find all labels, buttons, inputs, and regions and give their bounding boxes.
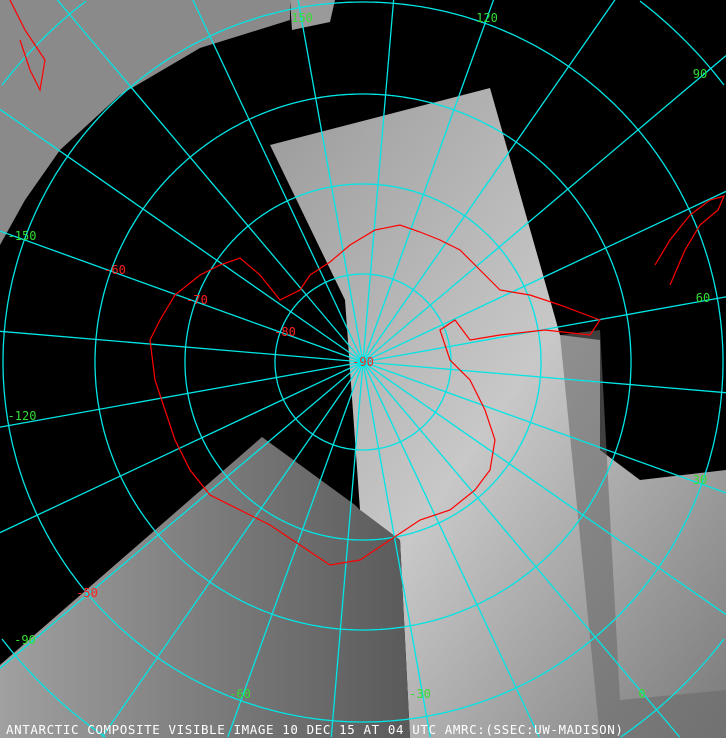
latitude-label: -50 xyxy=(76,586,98,600)
meridian-line xyxy=(362,361,681,738)
longitude-label: -150 xyxy=(8,229,37,243)
meridian-line xyxy=(0,330,364,363)
meridian-line xyxy=(101,361,364,738)
meridian-line xyxy=(362,0,616,363)
imagery-strip-right xyxy=(560,330,726,738)
antarctica-coastline xyxy=(149,224,601,566)
longitude-label: -60 xyxy=(229,687,251,701)
latitude-circle xyxy=(184,183,542,541)
meridian-line xyxy=(0,230,364,363)
latitude-circle xyxy=(274,273,452,451)
longitude-label: -30 xyxy=(409,687,431,701)
latitude-circle xyxy=(94,93,632,631)
latitude-circle xyxy=(2,1,724,723)
meridian-line xyxy=(362,361,726,616)
meridian-line xyxy=(362,361,726,394)
meridian-line xyxy=(362,296,726,363)
meridian-line xyxy=(330,361,364,738)
longitude-label: 30 xyxy=(693,473,707,487)
latitude-label: -80 xyxy=(274,325,296,339)
imagery-swath-bottom xyxy=(0,437,410,738)
meridian-line xyxy=(362,361,431,738)
meridian-line xyxy=(362,361,540,738)
longitude-label: -120 xyxy=(8,409,37,423)
longitude-label: 150 xyxy=(291,11,313,25)
meridian-line xyxy=(362,55,726,363)
south-america-coastline xyxy=(654,195,726,286)
meridian-line xyxy=(0,361,364,534)
meridian-line xyxy=(56,0,364,363)
meridian-line xyxy=(0,361,364,669)
new-zealand-coastline xyxy=(9,0,46,92)
meridian-line xyxy=(362,190,726,363)
longitude-label: -90 xyxy=(14,633,36,647)
latitude-label: -70 xyxy=(186,293,208,307)
image-caption: ANTARCTIC COMPOSITE VISIBLE IMAGE 10 DEC… xyxy=(6,722,624,737)
meridian-line xyxy=(362,0,495,363)
meridian-line xyxy=(0,361,364,428)
imagery-swath-top-left xyxy=(0,0,290,245)
meridian-line xyxy=(362,361,726,494)
meridian-line xyxy=(0,108,364,363)
meridian-line xyxy=(297,0,364,363)
meridian-line xyxy=(362,0,395,363)
longitude-label: 120 xyxy=(476,11,498,25)
longitude-label: 60 xyxy=(696,291,710,305)
longitude-label: 90 xyxy=(693,67,707,81)
longitude-label: 0 xyxy=(638,687,645,701)
meridian-line xyxy=(192,0,364,363)
latitude-label: -60 xyxy=(104,263,126,277)
latitude-label: -90 xyxy=(352,355,374,369)
meridian-line xyxy=(227,361,364,738)
